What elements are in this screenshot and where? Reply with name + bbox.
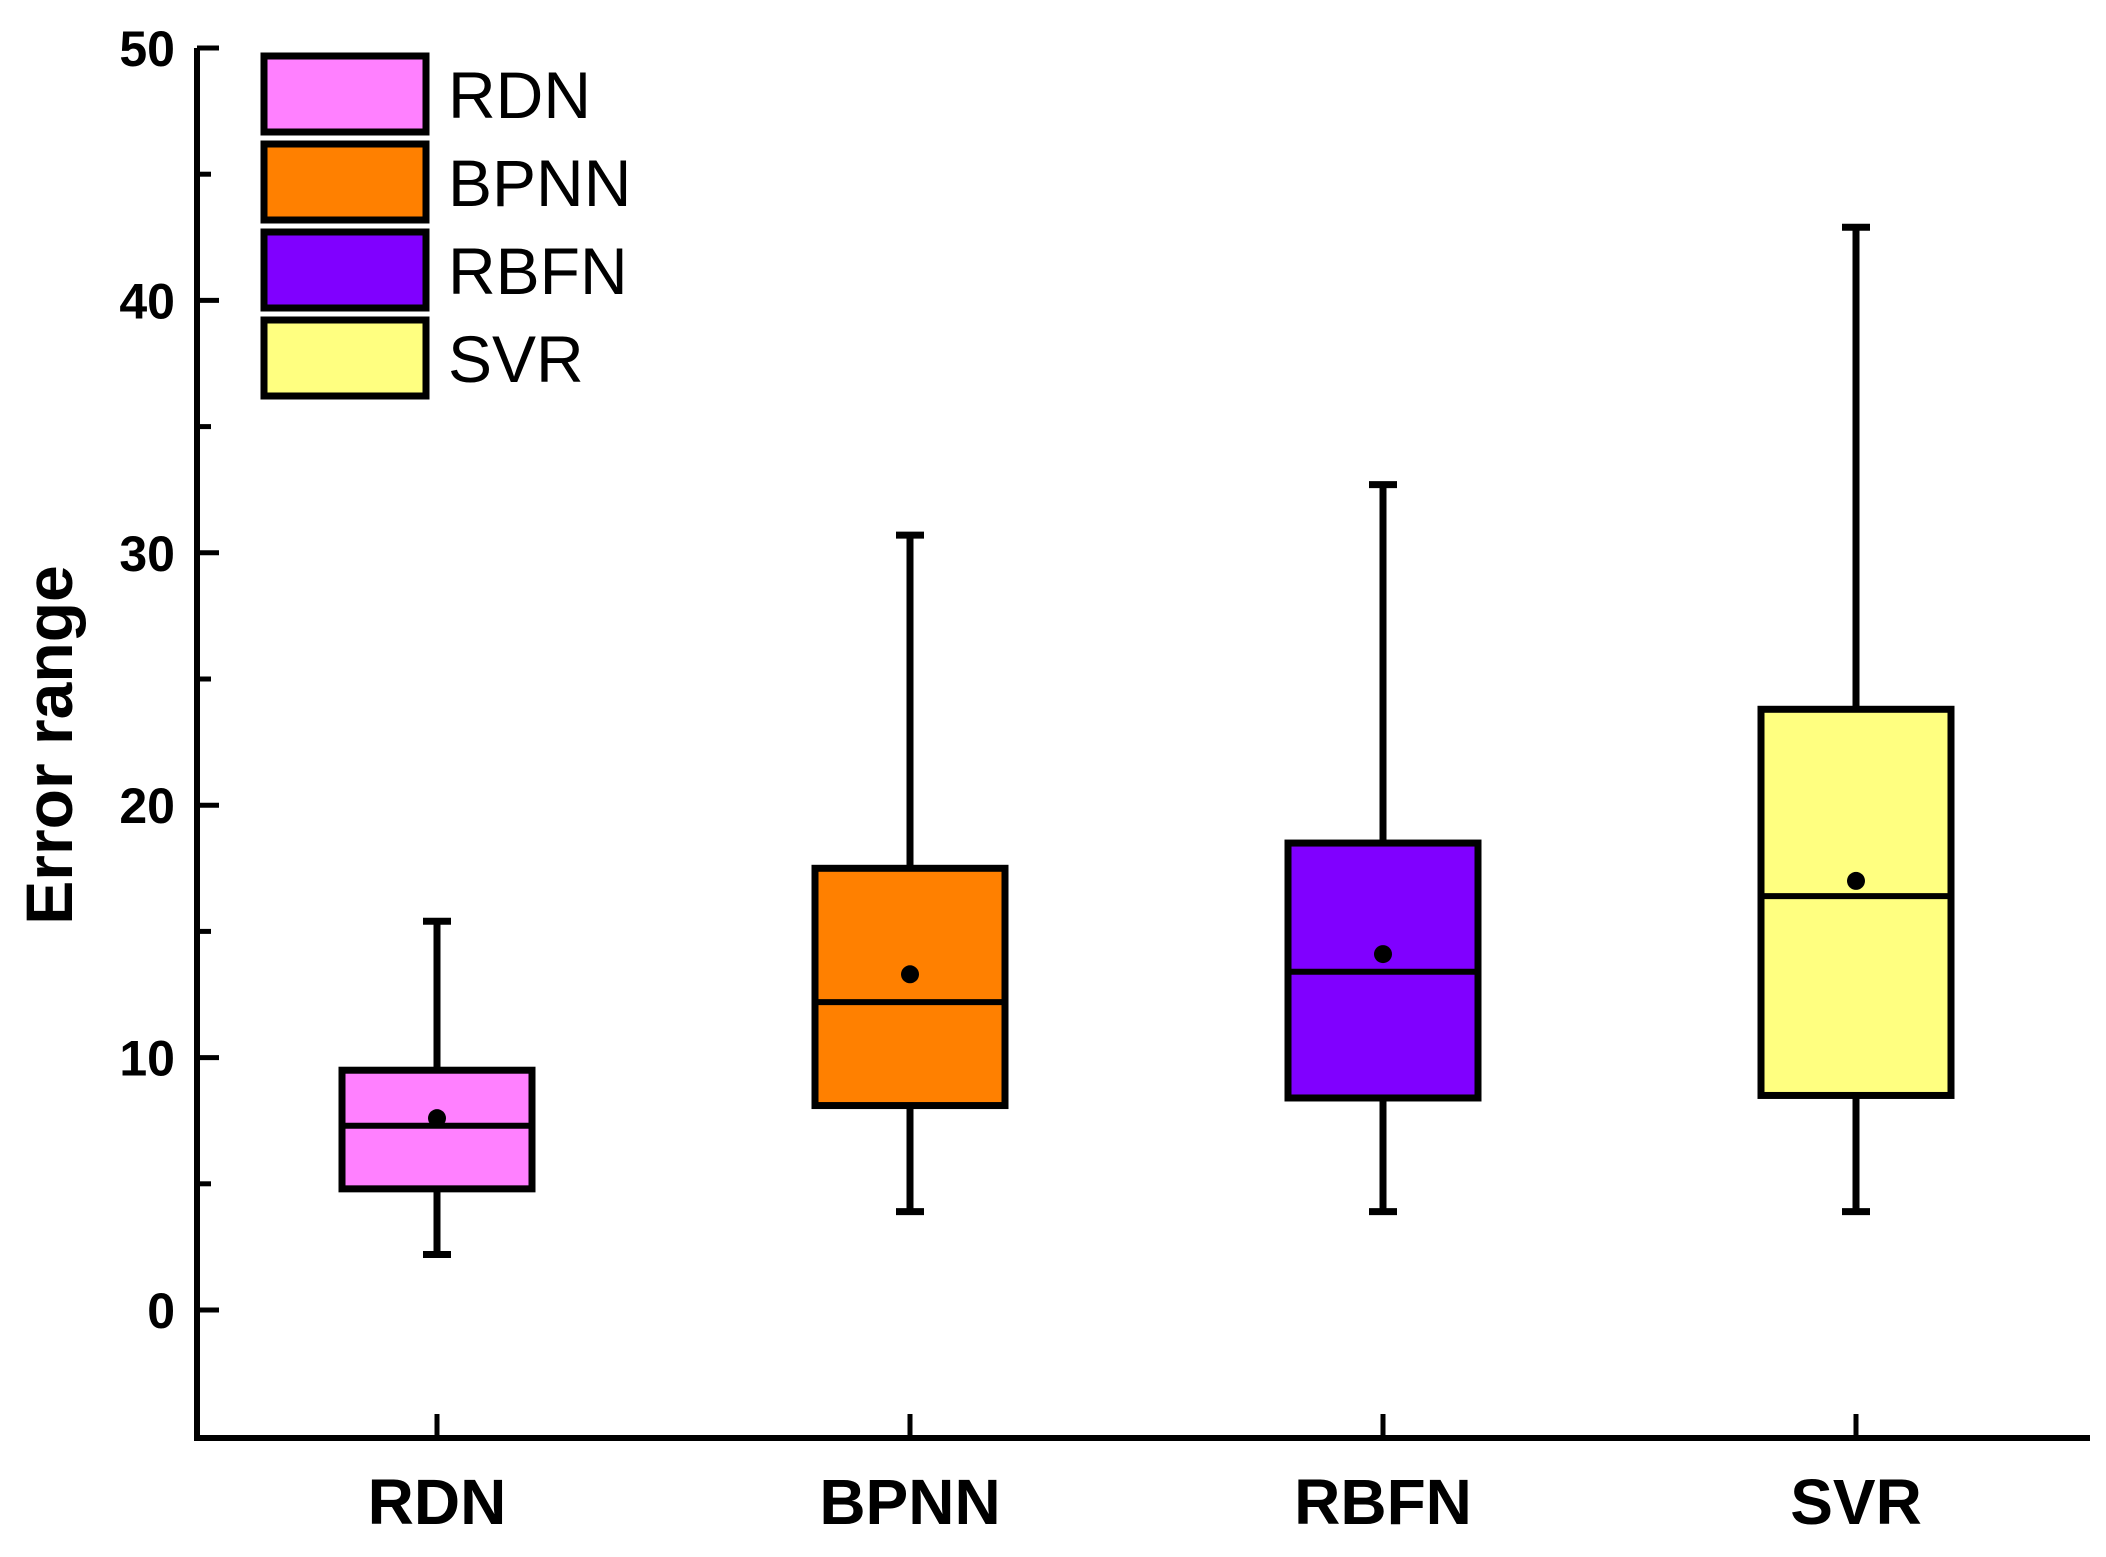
x-tick-label: SVR: [1790, 1466, 1922, 1538]
mean-marker: [1374, 945, 1392, 964]
legend-label: RDN: [448, 58, 591, 132]
legend-label: BPNN: [448, 146, 631, 220]
x-tick-label: RBFN: [1294, 1466, 1472, 1538]
x-tick-label: BPNN: [819, 1466, 1000, 1538]
mean-marker: [1847, 871, 1865, 890]
x-tick-label: RDN: [368, 1466, 507, 1538]
box-group-svr: [1757, 223, 1955, 1216]
box-iqr: [338, 1066, 536, 1193]
y-tick-label: 30: [119, 526, 175, 582]
legend-swatch: [260, 52, 430, 136]
legend-swatch: [260, 228, 430, 312]
y-tick-label: 50: [119, 21, 175, 77]
box-iqr: [811, 864, 1009, 1110]
legend: RDN BPNN RBFN SVR: [260, 52, 631, 400]
y-tick-label: 40: [119, 273, 175, 329]
box-group-bpnn: [811, 531, 1009, 1216]
mean-marker: [428, 1109, 446, 1128]
x-axis: RDN BPNN RBFN SVR: [194, 1414, 2090, 1538]
y-tick-label: 10: [119, 1031, 175, 1087]
mean-marker: [901, 965, 919, 984]
legend-label: SVR: [448, 322, 584, 396]
legend-label: RBFN: [448, 234, 628, 308]
y-axis-label: Error range: [12, 565, 86, 924]
y-tick-label: 0: [147, 1283, 175, 1339]
legend-swatch: [260, 316, 430, 400]
y-axis: 0 10 20 30 40 50: [119, 21, 219, 1438]
box-series: [338, 223, 1955, 1258]
box-iqr: [1757, 705, 1955, 1099]
box-group-rdn: [338, 917, 536, 1258]
legend-swatch: [260, 140, 430, 224]
box-group-rbfn: [1284, 481, 1482, 1216]
y-tick-label: 20: [119, 778, 175, 834]
